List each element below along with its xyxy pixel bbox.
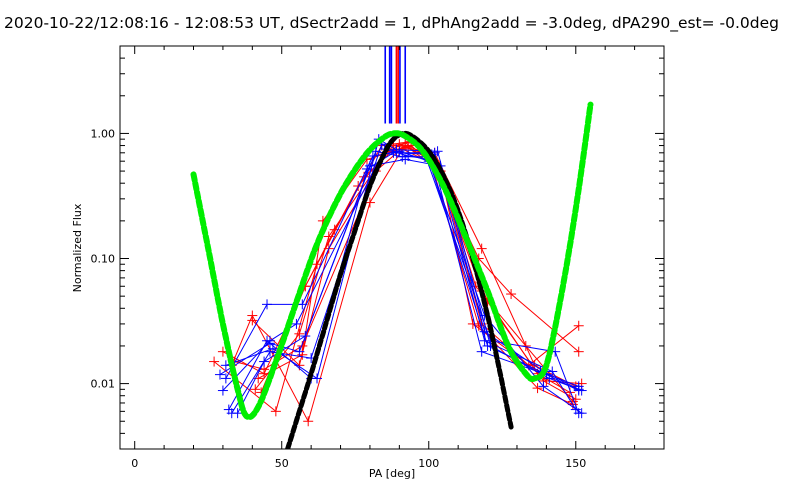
data-point: [291, 318, 302, 329]
data-point: [294, 346, 305, 357]
data-point: [297, 299, 308, 310]
data-point: [482, 340, 493, 351]
data-point: [506, 289, 517, 300]
axes: 0 50 100 150 0.01 0.10 1.00: [91, 45, 665, 470]
data-point: [264, 335, 275, 346]
data-point: [573, 320, 584, 331]
x-tick-label: 150: [565, 457, 586, 470]
data-point: [547, 366, 558, 377]
data-point: [303, 416, 314, 427]
x-tick-label: 100: [418, 457, 439, 470]
data-point: [532, 383, 543, 394]
trace-line: [231, 148, 574, 423]
trace-line: [222, 143, 580, 375]
data-point: [220, 373, 231, 384]
data-point: [364, 160, 375, 171]
green-fit-curve: [190, 101, 594, 421]
data-point: [217, 385, 228, 396]
data-point: [232, 408, 243, 419]
data-point: [264, 346, 275, 357]
vertical-markers: [384, 46, 407, 124]
data-point: [300, 331, 311, 342]
data-point: [209, 356, 220, 367]
data-point: [570, 404, 581, 415]
data-point: [573, 381, 584, 392]
chart-title: 2020-10-22/12:08:16 - 12:08:53 UT, dSect…: [4, 14, 780, 32]
y-tick-label: 0.10: [91, 253, 116, 266]
data-point: [250, 384, 261, 395]
data-point: [247, 315, 258, 326]
data-point: [312, 373, 323, 384]
data-point: [297, 340, 308, 351]
x-tick-label: 0: [131, 457, 138, 470]
data-point: [323, 231, 334, 242]
data-point: [214, 369, 225, 380]
plot-frame: [119, 45, 665, 450]
x-tick-label: 50: [275, 457, 289, 470]
data-point: [467, 318, 478, 329]
x-axis-label: PA [deg]: [369, 467, 415, 480]
y-tick-label: 1.00: [91, 127, 116, 140]
y-tick-label: 0.01: [91, 378, 116, 391]
data-point: [476, 346, 487, 357]
data-point: [573, 346, 584, 357]
data-point: [403, 151, 414, 162]
data-point: [253, 373, 264, 384]
fit-curves: [190, 101, 594, 449]
data-point: [270, 406, 281, 417]
y-axis-label: Normalized Flux: [71, 203, 84, 292]
data-point: [576, 385, 587, 396]
trace-line: [251, 144, 580, 367]
data-point: [294, 328, 305, 339]
data-point: [476, 243, 487, 254]
data-point: [538, 381, 549, 392]
data-point: [262, 299, 273, 310]
data-point: [259, 356, 270, 367]
data-point: [570, 394, 581, 405]
